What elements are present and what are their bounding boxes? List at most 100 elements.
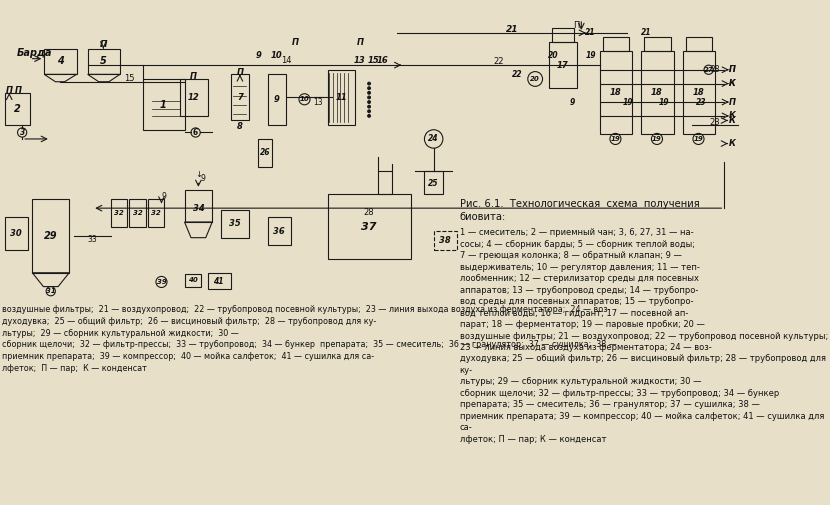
Bar: [110, 199, 127, 227]
Bar: [424, 171, 443, 194]
Text: К: К: [729, 79, 735, 88]
Text: 35: 35: [229, 219, 242, 228]
Bar: [328, 194, 411, 259]
Bar: [222, 210, 249, 238]
Text: 33: 33: [87, 235, 97, 244]
Text: Рис. 6.1.  Технологическая  схема  получения
биовита:: Рис. 6.1. Технологическая схема получени…: [460, 199, 699, 222]
Bar: [184, 274, 201, 286]
Text: 13: 13: [354, 56, 366, 65]
Text: 16: 16: [377, 56, 388, 65]
Text: 31: 31: [46, 288, 56, 294]
Text: 21: 21: [585, 28, 596, 37]
Text: 30: 30: [10, 229, 22, 238]
Bar: [686, 37, 712, 52]
Bar: [143, 79, 184, 130]
Text: П: П: [15, 86, 22, 95]
Text: 5: 5: [100, 57, 107, 67]
Text: 9: 9: [201, 174, 206, 183]
Bar: [642, 52, 674, 134]
Text: 18: 18: [651, 88, 663, 97]
Text: 28: 28: [364, 208, 374, 217]
Circle shape: [368, 115, 370, 117]
Bar: [328, 70, 355, 125]
Text: 32: 32: [151, 210, 161, 216]
Bar: [549, 42, 577, 88]
Bar: [683, 52, 715, 134]
Bar: [378, 171, 392, 194]
Bar: [5, 217, 27, 249]
Text: 20: 20: [530, 76, 540, 82]
Text: 21: 21: [505, 25, 519, 34]
Text: 12: 12: [188, 93, 200, 102]
Text: 39: 39: [157, 279, 166, 285]
Bar: [231, 74, 249, 121]
Text: П: П: [574, 21, 580, 30]
Text: 37: 37: [361, 222, 377, 232]
Text: 1: 1: [160, 100, 167, 110]
Text: К: К: [729, 139, 736, 148]
Text: 20: 20: [549, 52, 559, 61]
Text: воздушные фильтры;  21 — воздухопровод;  22 — трубопровод посевной культуры;  23: воздушные фильтры; 21 — воздухопровод; 2…: [2, 305, 617, 373]
Text: 15: 15: [368, 56, 379, 65]
Text: 4: 4: [57, 57, 64, 67]
Bar: [148, 199, 164, 227]
Text: 9: 9: [569, 97, 574, 107]
Bar: [603, 37, 629, 52]
Circle shape: [368, 105, 370, 108]
Text: 19: 19: [622, 97, 632, 107]
Bar: [267, 217, 290, 245]
Text: 27: 27: [704, 67, 714, 73]
Text: П: П: [190, 72, 198, 81]
Circle shape: [368, 91, 370, 94]
Text: П: П: [237, 68, 243, 77]
Text: 14: 14: [281, 56, 291, 65]
Bar: [600, 52, 632, 134]
Text: П: П: [356, 37, 364, 46]
Bar: [644, 37, 671, 52]
Text: 41: 41: [213, 277, 224, 285]
Bar: [267, 74, 286, 125]
Text: 29: 29: [44, 231, 57, 241]
Text: 11: 11: [335, 93, 347, 102]
Text: 22: 22: [511, 70, 522, 79]
Text: 19: 19: [611, 136, 620, 142]
Bar: [88, 48, 120, 74]
Bar: [258, 139, 272, 167]
Circle shape: [368, 96, 370, 99]
Circle shape: [368, 82, 370, 85]
Text: 23: 23: [696, 97, 706, 107]
Text: 19: 19: [659, 97, 670, 107]
Text: 32: 32: [133, 210, 143, 216]
Text: П: П: [100, 40, 107, 49]
Bar: [184, 190, 212, 222]
Text: 2: 2: [14, 105, 21, 115]
Text: 24: 24: [428, 134, 439, 143]
Text: 9: 9: [256, 52, 261, 61]
Circle shape: [368, 87, 370, 89]
Text: 13: 13: [314, 97, 323, 107]
Text: 1 — смеситель; 2 — приемный чан; 3, 6, 27, 31 — на-
сосы; 4 — сборник барды; 5 —: 1 — смеситель; 2 — приемный чан; 3, 6, 2…: [460, 228, 828, 443]
Text: 36: 36: [273, 227, 285, 236]
Text: 25: 25: [428, 179, 439, 188]
Text: 18: 18: [609, 88, 622, 97]
Bar: [552, 28, 574, 42]
Text: 19: 19: [652, 136, 662, 142]
Bar: [180, 79, 208, 116]
Text: 17: 17: [557, 61, 569, 70]
Text: К: К: [729, 112, 736, 120]
Text: 9: 9: [274, 95, 280, 104]
Text: 38: 38: [439, 236, 451, 245]
Text: 34: 34: [193, 204, 204, 213]
Bar: [433, 231, 456, 249]
Text: 10: 10: [271, 52, 283, 61]
Text: 15: 15: [124, 74, 134, 83]
Text: 9: 9: [162, 192, 167, 200]
Bar: [5, 93, 31, 125]
Text: 28: 28: [710, 65, 720, 74]
Text: 32: 32: [115, 210, 124, 216]
Text: П: П: [6, 86, 12, 95]
Text: 18: 18: [692, 88, 705, 97]
Text: 22: 22: [493, 57, 504, 66]
Text: 21: 21: [641, 28, 652, 37]
Text: П: П: [729, 97, 736, 107]
